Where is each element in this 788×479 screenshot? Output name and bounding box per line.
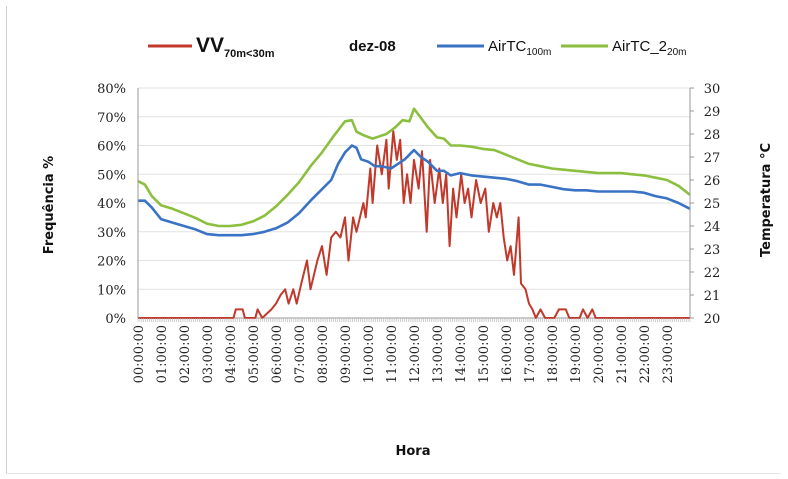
y-axis-left: 0% 10% 20% 30% 40% 50% 60% 70% 80% xyxy=(97,82,139,327)
x-axis: 00:00:00 01:00:00 02:00:00 03:00:00 04:00:00… xyxy=(132,318,691,383)
x-tick-label: 05:00:00 xyxy=(247,325,262,383)
y-left-tick-label: 70% xyxy=(97,111,126,126)
x-tick-label: 14:00:00 xyxy=(454,325,469,383)
y-right-tick-label: 22 xyxy=(704,266,721,281)
x-tick-label: 01:00:00 xyxy=(155,325,170,383)
x-tick-label: 06:00:00 xyxy=(270,325,285,383)
y-right-tick-label: 24 xyxy=(704,220,721,235)
y-axis-right: 20 21 22 23 24 25 26 27 28 29 30 xyxy=(689,82,721,327)
x-tick-label: 04:00:00 xyxy=(224,325,239,383)
plot-area xyxy=(137,107,691,319)
x-tick-label: 19:00:00 xyxy=(569,325,584,383)
y-left-tick-label: 0% xyxy=(105,312,126,327)
x-tick-label: 11:00:00 xyxy=(385,325,400,383)
y-right-tick-label: 25 xyxy=(704,197,721,212)
y-left-tick-label: 50% xyxy=(97,168,126,183)
legend-label-airtc: AirTC100m xyxy=(488,38,551,58)
chart-frame xyxy=(6,6,781,474)
y-left-tick-label: 60% xyxy=(97,140,126,155)
y-left-tick-label: 20% xyxy=(97,255,126,270)
x-axis-title: Hora xyxy=(396,444,431,459)
x-tick-label: 15:00:00 xyxy=(477,325,492,383)
y-right-tick-label: 27 xyxy=(704,151,721,166)
y-left-tick-label: 80% xyxy=(97,82,126,97)
y-left-tick-label: 30% xyxy=(97,226,126,241)
legend-label-vv: VV70m<30m xyxy=(196,34,275,60)
y-right-tick-label: 26 xyxy=(704,174,721,189)
x-tick-label: 07:00:00 xyxy=(293,325,308,383)
x-tick-label: 21:00:00 xyxy=(615,325,630,383)
y-right-tick-label: 29 xyxy=(704,105,721,120)
x-tick-label: 12:00:00 xyxy=(408,325,423,383)
grid-lines xyxy=(138,87,690,319)
y-right-tick-label: 23 xyxy=(704,243,721,258)
y-right-tick-label: 28 xyxy=(704,128,721,143)
x-tick-label: 13:00:00 xyxy=(431,325,446,383)
x-tick-label: 03:00:00 xyxy=(201,325,216,383)
x-tick-label: 18:00:00 xyxy=(546,325,561,383)
y-right-tick-label: 21 xyxy=(704,289,721,304)
x-tick-label: 16:00:00 xyxy=(500,325,515,383)
x-tick-label: 10:00:00 xyxy=(362,325,377,383)
series-line-3 xyxy=(137,107,691,228)
x-tick-label: 17:00:00 xyxy=(523,325,538,383)
x-tick-label: 00:00:00 xyxy=(132,325,147,383)
x-tick-label: 20:00:00 xyxy=(592,325,607,383)
series-line-1 xyxy=(138,130,690,319)
x-tick-label: 08:00:00 xyxy=(316,325,331,383)
y-left-tick-label: 40% xyxy=(97,197,126,212)
chart-title: dez-08 xyxy=(349,38,396,55)
x-tick-label: 02:00:00 xyxy=(178,325,193,383)
legend: VV70m<30m dez-08 AirTC100m AirTC_220m xyxy=(148,34,686,60)
x-tick-label: 23:00:00 xyxy=(661,325,676,383)
y-right-tick-label: 30 xyxy=(704,82,721,97)
y-right-tick-label: 20 xyxy=(704,312,721,327)
x-tick-label: 22:00:00 xyxy=(638,325,653,383)
x-tick-label: 09:00:00 xyxy=(339,325,354,383)
y-axis-right-title: Temperatura °C xyxy=(759,143,774,257)
y-axis-left-title: Frequência % xyxy=(42,156,57,254)
series-line-2 xyxy=(138,144,691,237)
legend-label-airtc2: AirTC_220m xyxy=(612,38,686,58)
y-left-tick-label: 10% xyxy=(97,283,126,298)
